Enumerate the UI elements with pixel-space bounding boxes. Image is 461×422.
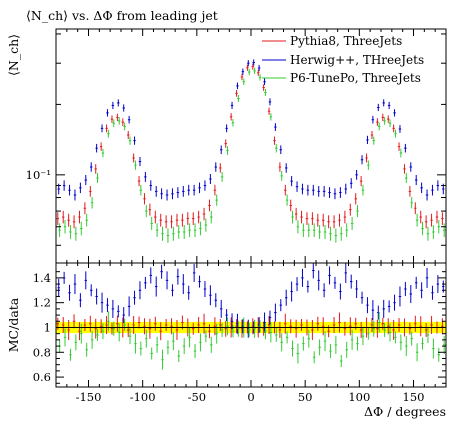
x-tick-label: -50 (188, 390, 207, 404)
x-tick-label: -100 (130, 390, 156, 404)
ratio-y-tick-label: 0.8 (33, 345, 51, 359)
x-axis-label: ΔΦ / degrees (364, 404, 446, 419)
ratio-y-tick-label: 1.2 (33, 296, 51, 310)
main-ylabel: ⟨N_ch⟩ (6, 34, 21, 76)
x-tick-label: 50 (298, 390, 313, 404)
x-tick-label: -150 (76, 390, 102, 404)
main-panel: -150 -100 -50 0 50 100 150 10⁻¹ 0.6 0.8 1 1.2 1.4 (26, 28, 447, 404)
legend-label-pythia8: Pythia8, ThreeJets (290, 34, 402, 48)
series-2 (58, 67, 446, 370)
legend-label-p6-tunepo: P6-TunePo, ThreeJets (290, 71, 421, 85)
x-tick-label: 0 (247, 390, 254, 404)
series-0 (56, 63, 444, 341)
ratio-ylabel: MC/data (6, 297, 21, 352)
legend-entry-herwig: Herwig++, THreeJets (262, 53, 424, 67)
ratio-y-tick-label: 1 (44, 320, 51, 334)
x-tick-label: 100 (348, 390, 370, 404)
x-tick-label: 150 (403, 390, 425, 404)
series-1 (57, 59, 445, 338)
ratio-y-tick-label: 1.4 (33, 271, 51, 285)
axis-layer: -150 -100 -50 0 50 100 150 10⁻¹ 0.6 0.8 1 1.2 1.4 (26, 29, 446, 404)
legend-entry-p6-tunepo: P6-TunePo, ThreeJets (262, 71, 421, 85)
legend-entry-pythia8: Pythia8, ThreeJets (262, 34, 402, 48)
legend: Pythia8, ThreeJets Herwig++, THreeJets P… (262, 34, 424, 85)
main-y-tick-label: 10⁻¹ (26, 168, 51, 182)
chart-title: ⟨N_ch⟩ vs. ΔΦ from leading jet (26, 8, 218, 23)
series-layer (56, 59, 446, 370)
ratio-y-tick-label: 0.6 (33, 370, 51, 384)
legend-label-herwig: Herwig++, THreeJets (290, 53, 424, 67)
